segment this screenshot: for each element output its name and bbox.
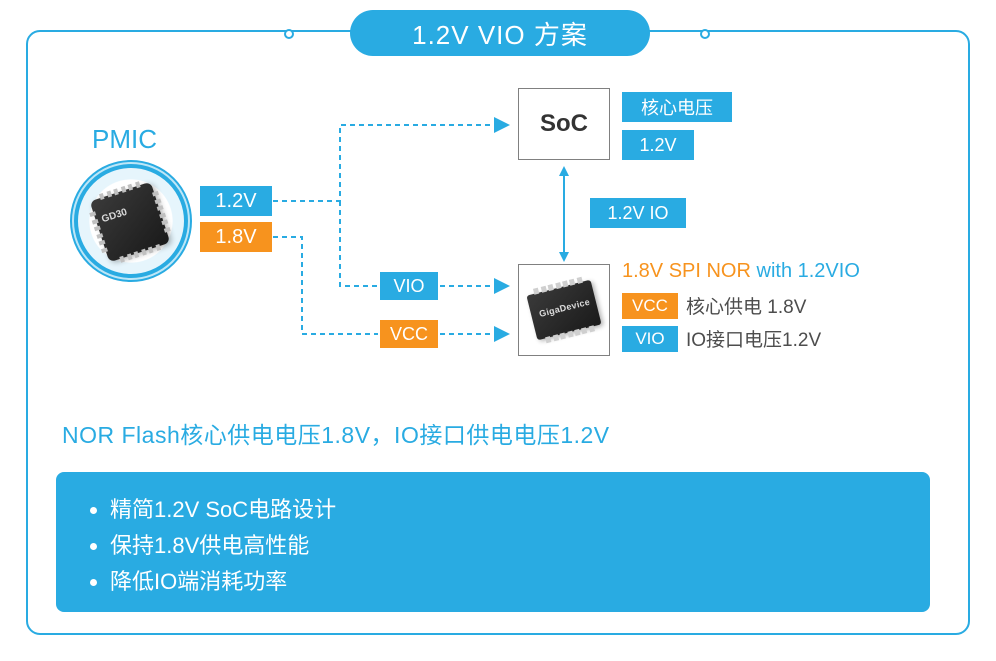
flash-vio-row: VIO IO接口电压1.2V: [622, 325, 821, 352]
pmic-chip-icon: [70, 160, 192, 282]
flash-title-blue: with 1.2VIO: [751, 260, 860, 282]
soc-box: SoC: [518, 88, 610, 160]
pmic-out-1v8: 1.8V: [200, 222, 272, 252]
title-dot-left: [284, 29, 294, 39]
soc-core-voltage-label: 核心电压: [622, 92, 732, 122]
wire-vio-badge: VIO: [380, 272, 438, 300]
flash-vio-text: IO接口电压1.2V: [686, 325, 821, 352]
soc-core-voltage-value: 1.2V: [622, 130, 694, 160]
bullet-item: 保持1.8V供电高性能: [110, 528, 894, 564]
description-text: NOR Flash核心供电电压1.8V，IO接口供电电压1.2V: [62, 416, 610, 450]
flash-title: 1.8V SPI NOR with 1.2VIO: [622, 260, 860, 283]
flash-vcc-badge: VCC: [622, 293, 678, 319]
flash-vcc-row: VCC 核心供电 1.8V: [622, 292, 806, 319]
flash-box: [518, 264, 610, 356]
flash-title-orange: 1.8V SPI NOR: [622, 260, 751, 282]
title-pill: 1.2V VIO 方案: [350, 10, 650, 56]
bullet-item: 精简1.2V SoC电路设计: [110, 492, 894, 528]
pmic-out-1v2: 1.2V: [200, 186, 272, 216]
title-dot-right: [700, 29, 710, 39]
flash-vio-badge: VIO: [622, 326, 678, 352]
soic-chip-icon: [526, 280, 601, 341]
wire-vcc-badge: VCC: [380, 320, 438, 348]
flash-vcc-text: 核心供电 1.8V: [686, 292, 806, 319]
pmic-label: PMIC: [92, 124, 157, 155]
soc-io-label: 1.2V IO: [590, 198, 686, 228]
qfn-chip-icon: [90, 182, 171, 263]
bullet-panel: 精简1.2V SoC电路设计 保持1.8V供电高性能 降低IO端消耗功率: [56, 472, 930, 612]
bullet-item: 降低IO端消耗功率: [110, 564, 894, 600]
